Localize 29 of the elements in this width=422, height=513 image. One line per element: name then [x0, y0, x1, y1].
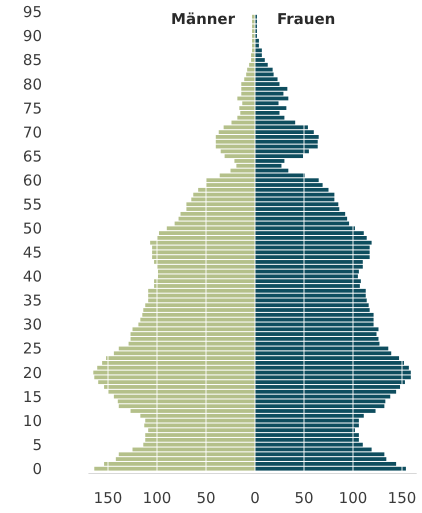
series-label: Frauen [277, 10, 336, 28]
y-tick-label: 75 [22, 99, 42, 118]
y-tick-label: 20 [22, 364, 42, 382]
y-tick-label: 25 [22, 340, 42, 358]
y-tick-label: 70 [22, 123, 42, 142]
y-tick-label: 0 [32, 460, 42, 478]
y-tick-label: 80 [22, 75, 42, 94]
y-tick-label: 30 [22, 316, 42, 334]
x-tick-label: 0 [250, 489, 260, 507]
y-tick-label: 35 [22, 292, 42, 310]
x-tick-label: 50 [196, 489, 216, 507]
x-tick-label: 150 [388, 489, 416, 507]
series-label: Männer [171, 10, 236, 28]
y-tick-label: 95 [22, 3, 42, 22]
y-tick-label: 45 [22, 244, 42, 262]
y-tick-label: 50 [22, 220, 42, 238]
y-tick-label: 5 [32, 436, 42, 454]
y-tick-label: 90 [22, 27, 42, 46]
y-tick-label: 15 [22, 388, 42, 406]
x-tick-label: 50 [294, 489, 314, 507]
x-tick-label: 100 [338, 489, 368, 507]
x-tick-label: 150 [94, 489, 122, 507]
y-tick-label: 40 [22, 268, 42, 286]
y-tick-label: 60 [22, 171, 42, 190]
y-tick-label: 55 [22, 195, 42, 214]
x-tick-label: 100 [142, 489, 172, 507]
y-tick-label: 65 [22, 147, 42, 166]
y-tick-label: 10 [22, 412, 42, 430]
y-tick-label: 85 [22, 51, 42, 70]
